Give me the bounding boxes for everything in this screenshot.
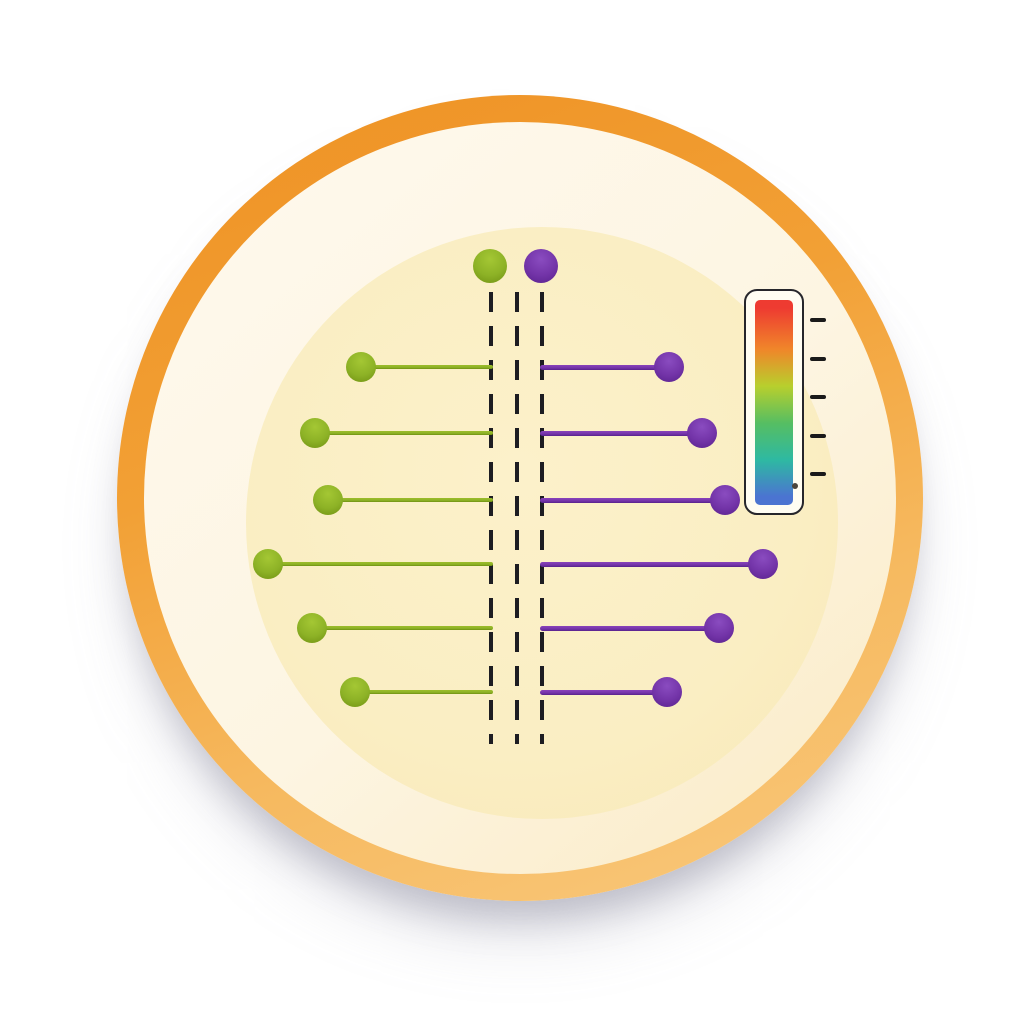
left-lollipop-line xyxy=(355,690,493,694)
right-lollipop-line xyxy=(540,430,702,436)
right-lollipop-dot xyxy=(710,485,740,515)
colorbar-tick xyxy=(810,472,826,476)
right-lollipop-dot xyxy=(704,613,734,643)
colorbar-tick xyxy=(810,434,826,438)
left-lollipop-line xyxy=(315,431,493,435)
axis-dashed-line xyxy=(515,292,519,744)
right-lollipop-line xyxy=(540,625,719,631)
right-lollipop-dot xyxy=(652,677,682,707)
left-lollipop-dot xyxy=(313,485,343,515)
left-lollipop-dot xyxy=(297,613,327,643)
right-lollipop-line xyxy=(540,364,669,370)
right-lollipop-dot xyxy=(687,418,717,448)
left-lollipop-dot xyxy=(300,418,330,448)
axis-dashed-line xyxy=(489,292,493,744)
colorbar-tick xyxy=(810,318,826,322)
right-lollipop-line xyxy=(540,497,725,503)
left-lollipop-dot xyxy=(253,549,283,579)
left-lollipop-dot xyxy=(346,352,376,382)
right-lollipop-dot xyxy=(748,549,778,579)
right-lollipop-line xyxy=(540,561,763,567)
colorbar-tick xyxy=(810,357,826,361)
right-lollipop-dot xyxy=(654,352,684,382)
axis-dashed-line xyxy=(540,292,544,744)
left-lollipop-line xyxy=(361,365,493,369)
left-lollipop-dot xyxy=(340,677,370,707)
left-lollipop-line xyxy=(268,562,493,566)
colorbar-tick xyxy=(810,395,826,399)
left-lollipop-line xyxy=(312,626,493,630)
legend-dot-green xyxy=(473,249,507,283)
right-lollipop-line xyxy=(540,689,667,695)
colorbar-speck xyxy=(792,483,798,489)
legend-dot-purple xyxy=(524,249,558,283)
colorbar-gradient xyxy=(755,300,793,505)
left-lollipop-line xyxy=(328,498,493,502)
